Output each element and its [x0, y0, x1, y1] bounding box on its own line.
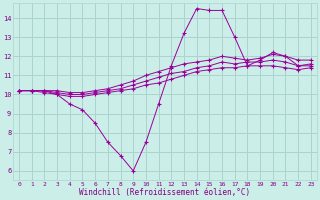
X-axis label: Windchill (Refroidissement éolien,°C): Windchill (Refroidissement éolien,°C)	[79, 188, 251, 197]
